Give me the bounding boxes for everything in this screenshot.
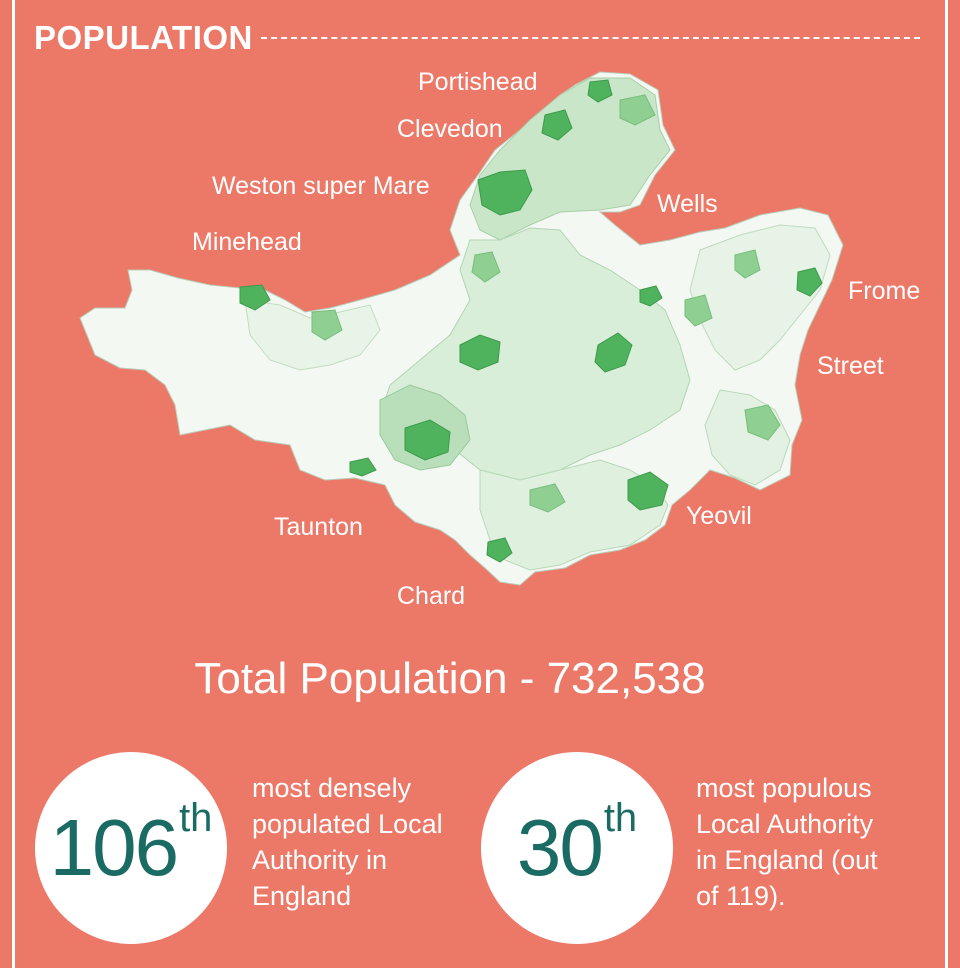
density-rank-suffix: th xyxy=(179,795,213,840)
populous-rank-suffix: th xyxy=(603,795,638,840)
dashed-rule xyxy=(260,37,920,39)
dense-area-wellington xyxy=(349,457,377,477)
town-label-portishead: Portishead xyxy=(418,68,538,96)
density-rank-number: 106 xyxy=(49,803,179,892)
dense-area-minehead xyxy=(239,284,271,311)
populous-rank-text: most populous Local Authority in England… xyxy=(696,773,878,911)
map-region-west xyxy=(244,299,381,371)
town-label-taunton: Taunton xyxy=(274,513,363,541)
map-region-east xyxy=(689,224,831,371)
dense-area-bridgwater xyxy=(459,334,501,371)
map-svg xyxy=(79,71,844,586)
town-label-minehead: Minehead xyxy=(192,228,302,256)
moderate-area-1 xyxy=(311,309,343,341)
dense-areas xyxy=(239,79,823,563)
density-rank-text: most densely populated Local Authority i… xyxy=(252,773,443,911)
total-population: Total Population - 732,538 xyxy=(194,654,706,703)
town-label-street: Street xyxy=(817,352,884,380)
section-title: POPULATION xyxy=(34,19,253,56)
moderate-area-6 xyxy=(619,94,656,126)
populous-rank-number: 30 xyxy=(516,803,604,892)
town-label-clevedon: Clevedon xyxy=(397,115,503,143)
dense-area-street xyxy=(594,332,633,373)
dense-area-frome xyxy=(796,267,823,297)
dense-area-glastonbury xyxy=(639,285,663,307)
right-border-line xyxy=(945,0,948,968)
dense-area-chard xyxy=(486,537,513,563)
moderate-area-4 xyxy=(734,249,761,279)
dense-area-weston xyxy=(477,169,533,216)
town-label-yeovil: Yeovil xyxy=(686,502,752,530)
population-density-map: Portishead Clevedon Weston super Mare Mi… xyxy=(0,60,960,620)
dense-area-clevedon xyxy=(541,109,573,141)
town-label-weston: Weston super Mare xyxy=(212,172,430,200)
town-label-frome: Frome xyxy=(848,277,921,305)
town-label-chard: Chard xyxy=(397,582,466,610)
town-label-wells: Wells xyxy=(657,190,718,218)
left-border-line xyxy=(12,0,15,968)
section-header: POPULATION xyxy=(34,18,920,58)
dense-area-yeovil xyxy=(627,471,669,511)
moderate-area-2 xyxy=(471,251,501,283)
moderate-area-7 xyxy=(529,483,566,513)
moderate-area-5 xyxy=(744,404,781,441)
dense-area-portishead xyxy=(587,79,613,103)
moderate-areas xyxy=(311,94,781,513)
dense-area-taunton xyxy=(404,419,451,461)
moderate-area-3 xyxy=(684,294,713,327)
